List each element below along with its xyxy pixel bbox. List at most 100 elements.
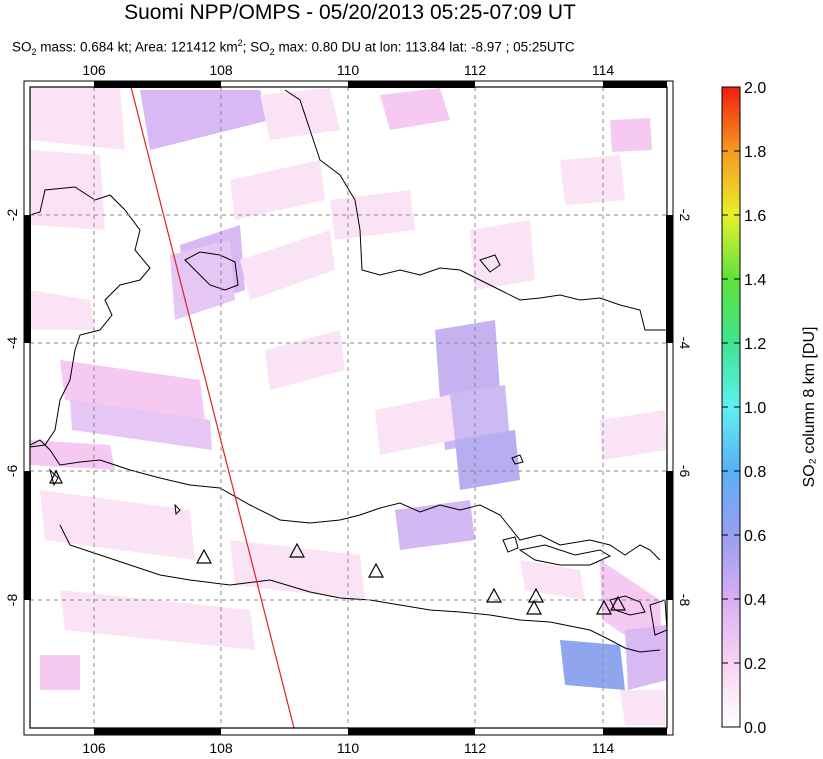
so2-pixel — [625, 625, 667, 690]
lon-tick-bottom: 110 — [337, 740, 360, 756]
lat-tick-right: -6 — [677, 465, 693, 478]
swath-edge-line — [130, 87, 295, 728]
border-bar — [24, 215, 31, 343]
border-bar — [24, 471, 31, 600]
plot-title: Suomi NPP/OMPS - 05/20/2013 05:25-07:09 … — [124, 1, 576, 24]
so2-pixel — [230, 160, 325, 220]
volcano-marker — [609, 595, 627, 611]
subtitle-sub-2: 2 — [269, 47, 275, 58]
coast-bangka — [184, 251, 239, 291]
coast-lombok — [649, 599, 667, 636]
lon-tick-bottom: 106 — [82, 740, 106, 756]
so2-pixel — [395, 500, 475, 550]
lon-tick-bottom: 108 — [209, 740, 233, 756]
so2-pixel — [265, 330, 345, 390]
lat-tick-right: -8 — [677, 594, 693, 607]
coast-kalimantan — [284, 89, 667, 331]
lat-tick-left: -6 — [4, 465, 20, 478]
subtitle-mass-area: mass: 0.684 kt; Area: 121412 km — [36, 39, 238, 55]
so2-pixel — [260, 88, 340, 140]
so2-pixel — [30, 150, 105, 230]
so2-pixel — [380, 88, 450, 130]
subtitle-sup: 2 — [237, 38, 243, 48]
lat-tick-right: -4 — [677, 337, 693, 350]
outer-frame — [23, 80, 674, 736]
volcano-marker — [525, 599, 543, 615]
volcano-marker — [195, 548, 213, 564]
cb-tick-label: 0.2 — [744, 656, 766, 673]
lon-labels-top: 106 108 110 112 114 — [82, 62, 614, 78]
volcano-marker — [288, 542, 306, 558]
border-bar — [603, 728, 667, 735]
so2-pixels — [30, 87, 667, 725]
so2-pixel — [600, 410, 667, 460]
volcano-markers — [49, 469, 627, 615]
cb-tick-label: 0.4 — [744, 592, 766, 609]
so2-pixel — [330, 190, 415, 240]
so2-pixel — [140, 90, 270, 150]
so2-pixel — [30, 87, 125, 150]
cb-tick-label: 2.0 — [744, 80, 766, 97]
colorbar-ticks — [722, 86, 740, 664]
border-bar — [666, 215, 673, 343]
lat-labels-right: -2 -4 -6 -8 — [677, 209, 693, 607]
coast-bawean — [511, 454, 524, 465]
so2-pixel — [30, 290, 95, 330]
so2-pixel — [70, 400, 212, 450]
colorbar-labels: 2.0 1.8 1.6 1.4 1.2 1.0 0.8 0.6 0.4 0.2 … — [744, 80, 766, 737]
cb-tick-label: 0.8 — [744, 464, 766, 481]
so2-pixel — [610, 118, 652, 152]
volcano-marker — [595, 599, 613, 615]
map-border-bars — [24, 81, 673, 735]
so2-pixel — [30, 440, 115, 470]
border-bar — [348, 81, 475, 88]
so2-pixel — [455, 430, 520, 490]
cb-tick-label: 1.0 — [744, 400, 766, 417]
coast-madura — [518, 544, 612, 566]
so2-pixel — [560, 640, 625, 690]
volcano-marker — [485, 587, 503, 603]
so2-pixel — [560, 155, 625, 205]
so2-pixel — [40, 655, 80, 690]
border-bar — [666, 471, 673, 600]
so2-pixel — [520, 560, 585, 600]
so2-pixel — [60, 590, 255, 650]
subtitle-max-label: ; SO — [242, 39, 270, 55]
cb-tick-label: 1.4 — [744, 272, 766, 289]
lon-tick-top: 110 — [337, 62, 360, 78]
coast-sumatra — [30, 186, 151, 448]
so2-pixel — [40, 490, 195, 560]
so2-pixel — [375, 395, 455, 455]
cb-tick-label: 1.6 — [744, 208, 766, 225]
subtitle-sub: 2 — [31, 47, 37, 58]
lon-tick-top: 112 — [464, 62, 487, 78]
lat-tick-left: -2 — [4, 209, 20, 222]
cb-tick-label: 1.8 — [744, 144, 766, 161]
lon-tick-top: 114 — [592, 62, 615, 78]
grid — [30, 87, 667, 728]
cb-tick-label: 0.6 — [744, 528, 766, 545]
border-bar — [348, 728, 475, 735]
lat-labels-left: -2 -4 -6 -8 — [4, 209, 20, 607]
subtitle-max-rest: max: 0.80 DU at lon: 113.84 lat: -8.97 ;… — [274, 39, 575, 55]
colorbar-title: SO₂ column 8 km [DU] — [801, 327, 818, 488]
lat-tick-right: -2 — [677, 209, 693, 222]
so2-pixel — [230, 540, 365, 600]
so2-pixel — [470, 220, 535, 290]
so2-pixel — [170, 240, 235, 320]
so2-pixel — [620, 690, 665, 725]
plot-subtitle: SO2 mass: 0.684 kt; Area: 121412 km2; SO… — [12, 34, 575, 61]
so2-pixel — [435, 320, 500, 400]
lon-tick-bottom: 114 — [592, 740, 615, 756]
volcano-marker — [367, 562, 385, 578]
subtitle-so2-label: SO — [12, 39, 32, 55]
lat-tick-left: -4 — [4, 337, 20, 350]
volcano-marker — [49, 469, 63, 484]
cb-tick-label: 0.0 — [744, 720, 766, 737]
border-bar — [603, 81, 667, 88]
border-bar — [94, 728, 221, 735]
lon-labels-bottom: 106 108 110 112 114 — [82, 740, 614, 756]
so2-pixel — [240, 230, 335, 300]
so2-pixel — [60, 360, 205, 420]
